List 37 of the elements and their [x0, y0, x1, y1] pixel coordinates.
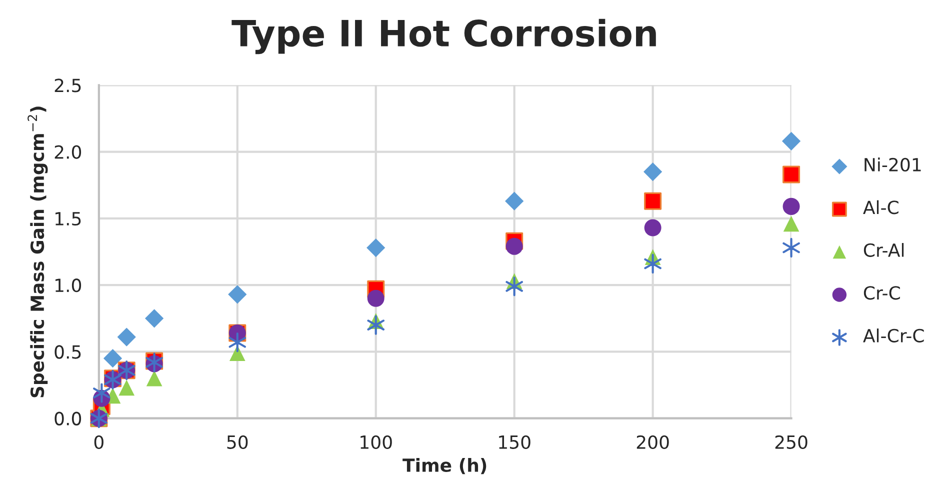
chart-title: Type II Hot Corrosion: [232, 18, 656, 54]
point: [366, 238, 386, 258]
y-axis-title: Specific Mass Gain (mgcm$^{−2}$): [28, 106, 48, 398]
point: [117, 328, 136, 346]
legend-label: Cr-C: [864, 286, 900, 300]
point: [144, 309, 164, 328]
y-tick-label: 2.5: [54, 78, 81, 92]
x-tick-label: 250: [775, 435, 808, 449]
y-tick-label: 1.5: [56, 212, 81, 226]
point: [644, 192, 662, 210]
point: [103, 349, 122, 368]
point: [228, 285, 247, 304]
y-tick-label: 0.5: [54, 345, 81, 359]
legend-label: Al-C: [863, 200, 898, 214]
point: [229, 345, 246, 361]
x-tick-label: 150: [499, 435, 530, 449]
point: [644, 219, 662, 236]
point: [505, 192, 524, 210]
y-tick-label: 2.0: [54, 145, 82, 159]
x-tick-label: 50: [227, 435, 248, 449]
point: [643, 162, 662, 182]
x-tick-label: 0: [94, 435, 104, 449]
point: [782, 198, 800, 215]
y-tick-label: 1.0: [56, 278, 82, 292]
point: [782, 132, 801, 150]
y-tick-label: 0.0: [54, 412, 82, 426]
point: [146, 370, 162, 386]
point: [783, 216, 800, 232]
point: [367, 290, 384, 307]
x-tick-label: 100: [360, 435, 392, 449]
point: [118, 380, 135, 396]
x-tick-label: 200: [636, 435, 669, 449]
point: [782, 166, 800, 184]
point: [506, 238, 523, 255]
legend-label: Cr-Al: [864, 243, 904, 257]
x-axis-title: Time (h): [402, 458, 486, 474]
legend-label: Ni-201: [864, 158, 921, 172]
